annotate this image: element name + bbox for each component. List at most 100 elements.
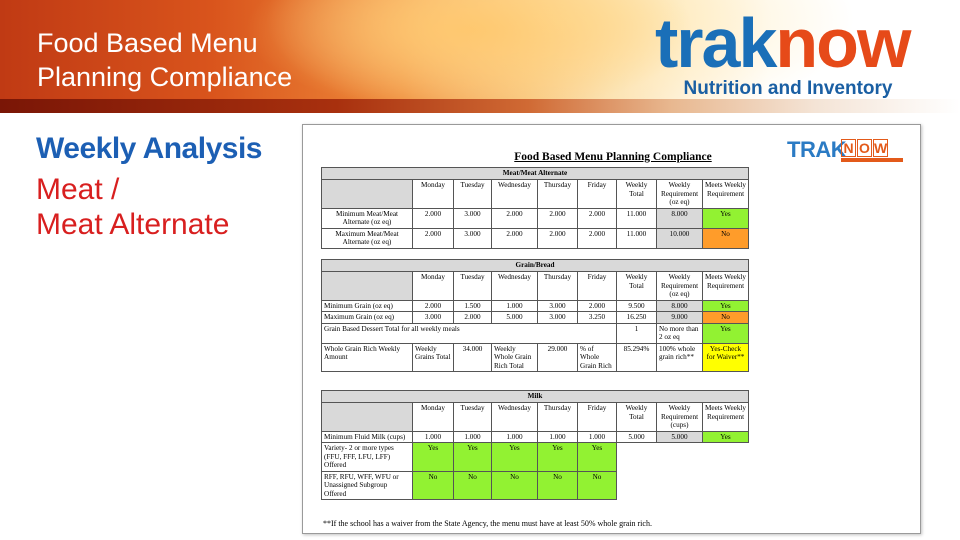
value-cell: 9.500 — [616, 299, 657, 312]
table-row: Whole Grain Rich Weekly Amount Weekly Gr… — [321, 342, 749, 372]
header-banner — [0, 0, 960, 113]
table-row: Grain Based Dessert Total for all weekly… — [321, 322, 749, 344]
row-label: Maximum Grain (oz eq) — [321, 311, 413, 324]
grain-table: Grain/Bread Monday Tuesday Wednesday Thu… — [321, 259, 749, 372]
header-cell: Meets Weekly Requirement — [702, 271, 749, 301]
value-cell: 16.250 — [616, 311, 657, 324]
whole-grain-percent-label: % of Whole Grain Rich — [577, 342, 617, 372]
logo-now-text: now — [775, 4, 911, 82]
whole-grain-total-label: Weekly Whole Grain Rich Total — [491, 342, 538, 372]
doc-logo-letter: W — [873, 139, 888, 157]
subgroup-cell: No — [537, 470, 578, 500]
header-cell: Friday — [577, 179, 617, 209]
value-cell: 11.000 — [616, 207, 657, 229]
empty-area — [617, 443, 749, 472]
row-label: Minimum Grain (oz eq) — [321, 299, 413, 312]
table-row: Variety- 2 or more types (FFU, FFF, LFU,… — [321, 442, 749, 472]
weekly-grains-label: Weekly Grains Total — [412, 342, 454, 372]
header-cell: Monday — [412, 179, 454, 209]
whole-grain-total-value: 29.000 — [537, 342, 578, 372]
compliance-report-document: TRAK N O W Food Based Menu Planning Comp… — [302, 124, 921, 534]
caption-heading: Weekly Analysis — [36, 132, 262, 165]
value-cell: 2.000 — [577, 227, 617, 249]
header-blank — [321, 271, 413, 301]
logo-subtitle: Nutrition and Inventory — [683, 78, 893, 99]
header-cell: Tuesday — [453, 179, 492, 209]
variety-cell: Yes — [491, 442, 538, 472]
subgroup-cell: No — [412, 470, 454, 500]
value-cell: 2.000 — [577, 207, 617, 229]
milk-table: Milk Monday Tuesday Wednesday Thursday F… — [321, 390, 749, 500]
meets-cell: Yes — [702, 207, 749, 229]
row-label: Minimum Meat/Meat Alternate (oz eq) — [321, 207, 413, 229]
doc-traknow-logo: TRAK N O W — [787, 137, 903, 167]
dessert-value: 1 — [616, 322, 657, 344]
value-cell: 2.000 — [412, 227, 454, 249]
table-row: Maximum Meat/Meat Alternate (oz eq) 2.00… — [321, 227, 749, 249]
dessert-requirement: No more than 2 oz eq — [656, 322, 703, 344]
value-cell: 3.000 — [537, 299, 578, 312]
doc-logo-tagline-bar — [841, 158, 903, 162]
doc-logo-trak: TRAK — [787, 137, 847, 162]
requirement-cell: 5.000 — [656, 430, 703, 443]
value-cell: 5.000 — [491, 311, 538, 324]
meat-section-header: Meat/Meat Alternate — [321, 167, 749, 180]
value-cell: 2.000 — [412, 299, 454, 312]
value-cell: 1.000 — [577, 430, 617, 443]
requirement-cell: 9.000 — [656, 311, 703, 324]
header-cell: Weekly Requirement (oz eq) — [656, 179, 703, 209]
caption-line-1: Meat / — [36, 173, 120, 206]
row-label: Variety- 2 or more types (FFU, FFF, LFU,… — [321, 442, 413, 472]
header-blank — [321, 402, 413, 432]
header-blank — [321, 179, 413, 209]
header-cell: Meets Weekly Requirement — [702, 402, 749, 432]
whole-grain-percent-value: 85.294% — [616, 342, 657, 372]
slide-title-line-2: Planning Compliance — [37, 62, 293, 92]
traknow-logo: traknow — [655, 4, 911, 82]
meets-cell: Yes — [702, 430, 749, 443]
header-cell: Weekly Total — [616, 402, 657, 432]
slide-title-line-1: Food Based Menu — [37, 28, 258, 58]
requirement-cell: 8.000 — [656, 207, 703, 229]
variety-cell: Yes — [412, 442, 454, 472]
milk-section-header: Milk — [321, 390, 749, 403]
value-cell: 2.000 — [491, 207, 538, 229]
header-cell: Tuesday — [453, 271, 492, 301]
row-label: Maximum Meat/Meat Alternate (oz eq) — [321, 227, 413, 249]
dessert-label: Grain Based Dessert Total for all weekly… — [321, 322, 617, 344]
value-cell: 1.000 — [491, 299, 538, 312]
requirement-cell: 8.000 — [656, 299, 703, 312]
empty-area — [617, 471, 749, 500]
header-cell: Thursday — [537, 402, 578, 432]
table-row: RFF, RFU, WFF, WFU or Unassigned Subgrou… — [321, 470, 749, 500]
value-cell: 1.000 — [412, 430, 454, 443]
value-cell: 1.000 — [453, 430, 492, 443]
value-cell: 2.000 — [453, 311, 492, 324]
value-cell: 5.000 — [616, 430, 657, 443]
value-cell: 1.500 — [453, 299, 492, 312]
table-row: Maximum Grain (oz eq) 3.000 2.000 5.000 … — [321, 311, 749, 324]
doc-logo-letter: O — [857, 139, 872, 157]
value-cell: 3.250 — [577, 311, 617, 324]
header-cell: Monday — [412, 271, 454, 301]
subgroup-cell: No — [577, 470, 617, 500]
header-cell: Weekly Total — [616, 179, 657, 209]
row-label: Minimum Fluid Milk (cups) — [321, 430, 413, 443]
value-cell: 2.000 — [537, 227, 578, 249]
value-cell: 1.000 — [537, 430, 578, 443]
value-cell: 2.000 — [577, 299, 617, 312]
whole-grain-meets-cell: Yes-Check for Waiver** — [702, 342, 749, 372]
value-cell: 3.000 — [453, 207, 492, 229]
value-cell: 2.000 — [537, 207, 578, 229]
dessert-meets-cell: Yes — [702, 322, 749, 344]
header-cell: Friday — [577, 402, 617, 432]
header-cell: Weekly Requirement (oz eq) — [656, 271, 703, 301]
table-row: Minimum Grain (oz eq) 2.000 1.500 1.000 … — [321, 299, 749, 312]
variety-cell: Yes — [453, 442, 492, 472]
value-cell: 2.000 — [491, 227, 538, 249]
requirement-cell: 10.000 — [656, 227, 703, 249]
header-cell: Tuesday — [453, 402, 492, 432]
table-row: Minimum Fluid Milk (cups) 1.000 1.000 1.… — [321, 430, 749, 443]
header-cell: Wednesday — [491, 271, 538, 301]
table-row: Minimum Meat/Meat Alternate (oz eq) 2.00… — [321, 207, 749, 229]
